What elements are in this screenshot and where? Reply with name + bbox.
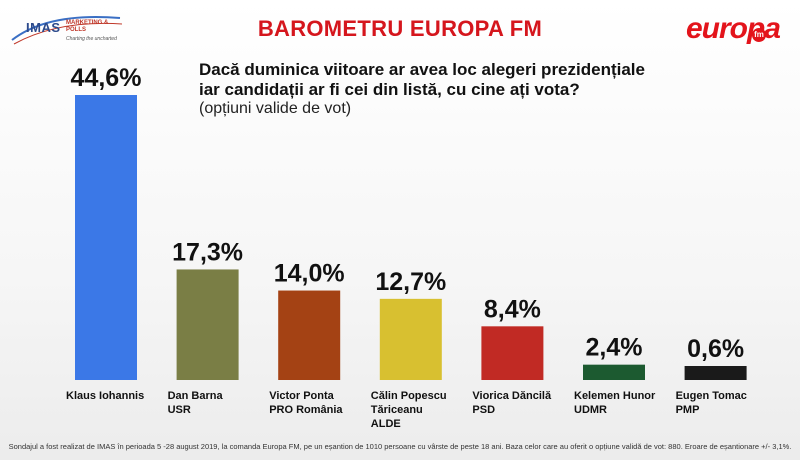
category-label-6-0: Eugen Tomac xyxy=(676,390,747,402)
bar-value-label-6: 0,6% xyxy=(687,335,744,363)
footnote: Sondajul a fost realizat de IMAS în peri… xyxy=(8,442,792,451)
bar-value-label-1: 17,3% xyxy=(172,238,243,266)
europa-fm-logo: europa xyxy=(685,12,781,45)
imas-logo-text: IMAS xyxy=(26,20,61,35)
category-label-2-0: Victor Ponta xyxy=(269,390,334,402)
category-label-5-0: Kelemen Hunor xyxy=(574,390,656,402)
bar-value-label-3: 12,7% xyxy=(375,268,446,296)
bar-6 xyxy=(684,366,747,380)
category-label-1-0: Dan Barna xyxy=(168,390,224,402)
poll-question: Dacă duminica viitoare ar avea loc alege… xyxy=(199,60,645,99)
page-title: BAROMETRU EUROPA FM xyxy=(257,16,543,41)
bar-value-label-4: 8,4% xyxy=(484,295,541,323)
bar-3 xyxy=(379,298,442,380)
europa-fm-badge: fm xyxy=(752,28,766,42)
category-label-4-0: Viorica Dăncilă xyxy=(472,390,552,402)
bar-value-label-0: 44,6% xyxy=(71,64,142,92)
poll-question-note: (opțiuni valide de vot) xyxy=(199,100,352,117)
category-label-4-1: PSD xyxy=(472,404,495,416)
bar-4 xyxy=(481,326,544,380)
category-label-1-1: USR xyxy=(168,404,191,416)
bar-value-label-5: 2,4% xyxy=(586,334,643,362)
imas-logo: IMAS MARKETING & POLLS Charting the unch… xyxy=(8,10,126,48)
bar-2 xyxy=(278,290,341,380)
imas-logo-tagline: Charting the uncharted xyxy=(66,36,117,42)
bar-5 xyxy=(583,364,645,380)
bar-1 xyxy=(176,269,239,380)
bar-value-label-2: 14,0% xyxy=(274,260,345,288)
category-label-3-2: ALDE xyxy=(371,418,401,430)
category-label-5-1: UDMR xyxy=(574,404,607,416)
category-label-0-0: Klaus Iohannis xyxy=(66,390,144,402)
category-label-2-1: PRO România xyxy=(269,404,343,416)
category-label-3-1: Tăriceanu xyxy=(371,404,423,416)
bar-chart: 44,6% Klaus Iohannis 17,3% Dan Barna USR 14,0… xyxy=(66,64,747,430)
bar-0 xyxy=(75,95,137,380)
imas-logo-swoosh xyxy=(11,15,123,45)
category-label-6-1: PMP xyxy=(676,404,700,416)
imas-logo-subtext: MARKETING & POLLS xyxy=(66,20,109,33)
category-label-3-0: Călin Popescu xyxy=(371,390,447,402)
